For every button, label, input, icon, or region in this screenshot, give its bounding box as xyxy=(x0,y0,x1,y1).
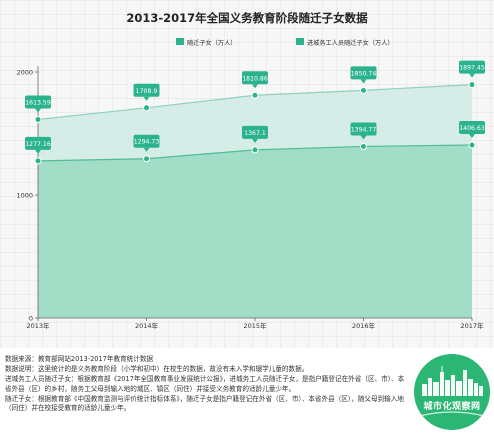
data-label-box xyxy=(25,136,51,150)
data-label-pointer xyxy=(252,84,258,89)
y-tick-label: 0 xyxy=(29,315,33,323)
data-label: 1613.59 xyxy=(25,100,51,107)
note-source: 数据来源：教育部网站2013-2017年教育统计数据 xyxy=(5,355,154,363)
data-label-box xyxy=(242,125,268,139)
x-tick-label: 2015年 xyxy=(243,321,267,330)
data-point xyxy=(468,81,476,89)
data-point xyxy=(360,142,367,150)
data-label: 1708.9 xyxy=(136,88,158,95)
data-label: 1394.77 xyxy=(351,126,377,133)
data-label-box xyxy=(459,120,485,134)
y-tick-label: 2000 xyxy=(16,69,33,77)
note-definition-accompanying-children: 随迁子女：根据教育部《中国教育监测与评价统计指标体系》，随迁子女是指户籍登记在外… xyxy=(5,394,404,413)
x-tick-label: 2017年 xyxy=(460,321,484,330)
data-label-box xyxy=(350,66,377,80)
data-label: 1897.45 xyxy=(459,65,485,72)
y-tick-label: 1000 xyxy=(16,192,33,200)
x-tick-label: 2013年 xyxy=(26,321,50,330)
data-label-box xyxy=(350,122,377,136)
data-label-pointer xyxy=(252,138,258,143)
x-tick-label: 2016年 xyxy=(352,321,376,330)
data-point xyxy=(143,104,150,112)
city-skyline-icon xyxy=(419,366,485,417)
data-label: 1294.73 xyxy=(134,139,160,146)
data-label-pointer xyxy=(360,135,367,140)
data-label: 1367.1 xyxy=(244,130,266,137)
data-label-pointer xyxy=(143,147,150,152)
data-label: 1406.63 xyxy=(459,125,485,132)
legend-swatch xyxy=(296,38,304,45)
note-definition-migrant-worker-children: 进城务工人员随迁子女：根据教育部《2017年全国教育事业发展统计公报》，进城务工… xyxy=(5,375,405,393)
data-label-pointer xyxy=(469,133,475,138)
legend-swatch xyxy=(176,38,184,45)
data-label-box xyxy=(242,71,268,85)
data-point xyxy=(360,86,367,94)
notes-section: 数据来源：教育部网站2013-2017年教育统计数据 数据说明：这里统计的是义务… xyxy=(5,355,405,414)
x-tick-label: 2014年 xyxy=(135,321,159,330)
legend-label: 随迁子女（万人） xyxy=(187,39,237,47)
note-explanation: 数据说明：这里统计的是义务教育阶段（小学和初中）在校生的数据，故没有未入学和辍学… xyxy=(5,365,309,374)
series-area xyxy=(38,144,472,318)
watermark-logo: 城市化观察网 xyxy=(414,354,490,430)
data-label-box xyxy=(133,83,160,97)
data-label-box xyxy=(25,95,51,109)
data-label-pointer xyxy=(469,73,475,78)
data-point xyxy=(468,141,476,149)
data-point xyxy=(34,157,42,165)
data-label-pointer xyxy=(143,96,150,101)
data-label-pointer xyxy=(35,149,41,154)
data-point xyxy=(143,155,150,163)
chart-title: 2013-2017年全国义务教育阶段随迁子女数据 xyxy=(126,11,368,25)
chart-area: 2013-2017年全国义务教育阶段随迁子女数据随迁子女（万人） 进城务工人员随迁… xyxy=(0,0,494,348)
data-point xyxy=(251,146,259,154)
data-label-box xyxy=(133,134,160,148)
data-label: 1810.86 xyxy=(242,75,268,82)
data-label-box xyxy=(459,60,485,74)
data-label: 1850.74 xyxy=(351,70,377,77)
data-label-pointer xyxy=(360,79,367,84)
data-point xyxy=(251,91,259,99)
legend-label: 进城务工人员随迁子女（万人） xyxy=(307,39,394,47)
data-point xyxy=(34,116,42,124)
data-label: 1277.16 xyxy=(25,141,51,148)
data-label-pointer xyxy=(35,108,41,113)
logo-text: 城市化观察网 xyxy=(423,402,481,412)
